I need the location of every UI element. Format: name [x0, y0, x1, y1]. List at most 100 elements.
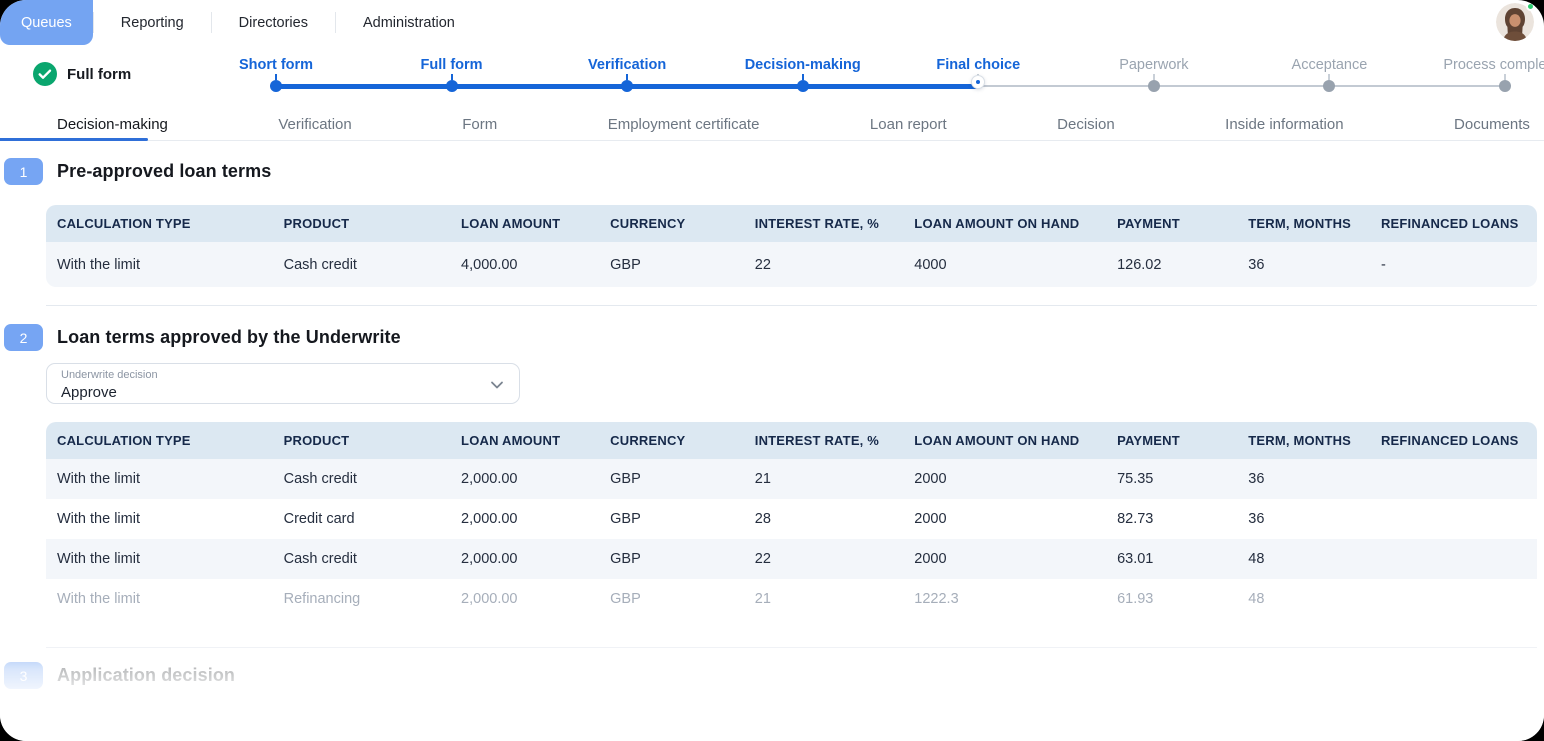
table-header-row: CALCULATION TYPE PRODUCT LOAN AMOUNT CUR… — [46, 205, 1537, 242]
avatar-photo-icon — [1496, 3, 1534, 41]
col-calculation-type: CALCULATION TYPE — [46, 205, 273, 242]
tab-employment-certificate[interactable]: Employment certificate — [607, 115, 760, 133]
cell-currency: GBP — [610, 511, 641, 527]
step-process-completed[interactable]: Process completed — [1430, 58, 1544, 92]
avatar[interactable] — [1496, 2, 1535, 41]
table-row[interactable]: With the limit Cash credit 4,000.00 GBP … — [46, 242, 1537, 287]
cell-product: Cash credit — [283, 256, 357, 273]
cell-refinanced-loans: - — [1380, 256, 1386, 273]
nav-item-administration[interactable]: Administration — [362, 14, 455, 31]
step-label: Verification — [588, 57, 667, 73]
cell-term-months: 36 — [1248, 256, 1265, 273]
section-divider — [46, 305, 1537, 306]
section-number-badge: 2 — [4, 324, 43, 351]
cell-interest-rate: 22 — [754, 551, 771, 567]
nav-item-queues[interactable]: Queues — [0, 0, 93, 45]
nav-item-directories[interactable]: Directories — [238, 14, 308, 31]
section-title: Application decision — [57, 665, 236, 685]
col-currency: CURRENCY — [599, 422, 744, 459]
cell-currency: GBP — [610, 591, 641, 607]
nav-item-reporting[interactable]: Reporting — [120, 14, 184, 31]
cell-product: Cash credit — [283, 551, 357, 567]
cell-term-months: 36 — [1248, 471, 1265, 487]
cell-product: Refinancing — [283, 591, 361, 607]
step-dot — [445, 80, 458, 92]
section-title: Loan terms approved by the Underwrite — [57, 327, 401, 347]
tab-decision[interactable]: Decision — [1057, 115, 1115, 133]
tab-decision-making[interactable]: Decision-making — [57, 115, 168, 133]
step-label: Final choice — [936, 57, 1021, 73]
process-stepper-row: Full form Short form Full form Verificat… — [0, 45, 1544, 108]
step-label: Decision-making — [744, 57, 861, 73]
select-label: Underwrite decision — [61, 369, 158, 381]
step-tick — [450, 74, 453, 80]
cell-loan-amount: 2,000.00 — [461, 511, 518, 527]
cell-currency: GBP — [610, 551, 641, 567]
cell-product: Cash credit — [283, 471, 357, 487]
step-dot — [1147, 80, 1160, 92]
step-final-choice[interactable]: Final choice — [903, 58, 1053, 88]
col-loan-amount: LOAN AMOUNT — [450, 422, 600, 459]
cell-refinanced-loans — [1370, 459, 1537, 499]
col-loan-amount: LOAN AMOUNT — [450, 205, 600, 242]
cell-interest-rate: 28 — [754, 511, 771, 527]
tab-verification[interactable]: Verification — [278, 115, 352, 133]
step-tick — [626, 74, 629, 80]
col-currency: CURRENCY — [599, 205, 744, 242]
col-payment: PAYMENT — [1106, 205, 1238, 242]
tab-loan-report[interactable]: Loan report — [869, 115, 947, 133]
cell-calculation-type: With the limit — [57, 591, 140, 607]
col-loan-amount-on-hand: LOAN AMOUNT ON HAND — [903, 205, 1107, 242]
table-header-row: CALCULATION TYPE PRODUCT LOAN AMOUNT CUR… — [46, 422, 1537, 459]
col-refinanced-loans: REFINANCED LOANS — [1369, 422, 1537, 459]
col-refinanced-loans: REFINANCED LOANS — [1369, 205, 1537, 242]
check-circle-icon — [33, 62, 57, 86]
cell-interest-rate: 22 — [754, 256, 771, 273]
step-full-form[interactable]: Full form — [377, 58, 527, 92]
tab-inside-information[interactable]: Inside information — [1225, 115, 1344, 133]
table-row[interactable]: With the limit Credit card 2,000.00 GBP … — [46, 499, 1537, 539]
underwrite-decision-select[interactable]: Underwrite decision Approve — [46, 363, 520, 404]
col-product: PRODUCT — [272, 422, 451, 459]
table-row[interactable]: With the limit Cash credit 2,000.00 GBP … — [46, 459, 1537, 499]
cell-refinanced-loans — [1370, 539, 1537, 579]
tab-bar: Decision-making Verification Form Employ… — [0, 108, 1544, 141]
step-paperwork[interactable]: Paperwork — [1079, 58, 1229, 92]
cell-interest-rate: 21 — [754, 471, 771, 487]
cell-term-months: 36 — [1248, 511, 1265, 527]
section-application-decision-header: 3 Application decision — [0, 662, 1544, 689]
step-decision-making[interactable]: Decision-making — [728, 58, 878, 92]
cell-loan-amount-on-hand: 1222.3 — [914, 591, 959, 607]
step-verification[interactable]: Verification — [552, 58, 702, 92]
cell-product: Credit card — [283, 511, 355, 527]
step-short-form[interactable]: Short form — [201, 58, 351, 92]
step-dot — [621, 80, 634, 92]
step-tick — [275, 74, 277, 80]
table-row-muted[interactable]: With the limit Refinancing 2,000.00 GBP … — [46, 579, 1537, 619]
process-stepper: Short form Full form Verification Decisi… — [239, 58, 1544, 106]
online-status-dot — [1526, 2, 1535, 11]
tab-documents[interactable]: Documents — [1454, 115, 1530, 133]
step-label: Acceptance — [1291, 57, 1368, 73]
cell-loan-amount-on-hand: 2000 — [914, 511, 947, 527]
cell-calculation-type: With the limit — [57, 256, 140, 273]
cell-payment: 126.02 — [1117, 256, 1162, 273]
step-acceptance[interactable]: Acceptance — [1254, 58, 1404, 92]
step-dot — [796, 80, 809, 92]
col-loan-amount-on-hand: LOAN AMOUNT ON HAND — [903, 422, 1107, 459]
col-interest-rate: INTEREST RATE, % — [743, 205, 904, 242]
table-row[interactable]: With the limit Cash credit 2,000.00 GBP … — [46, 539, 1537, 579]
col-payment: PAYMENT — [1106, 422, 1238, 459]
col-interest-rate: INTEREST RATE, % — [743, 422, 904, 459]
cell-calculation-type: With the limit — [57, 471, 140, 487]
section-number-badge: 1 — [4, 158, 43, 185]
section-title: Pre-approved loan terms — [57, 161, 272, 181]
cell-term-months: 48 — [1248, 551, 1265, 567]
step-tick — [1328, 74, 1331, 80]
section-divider — [46, 647, 1537, 648]
tab-form[interactable]: Form — [462, 115, 498, 133]
col-calculation-type: CALCULATION TYPE — [46, 422, 273, 459]
nav-separator — [92, 12, 94, 33]
pre-approved-table: CALCULATION TYPE PRODUCT LOAN AMOUNT CUR… — [46, 205, 1537, 287]
